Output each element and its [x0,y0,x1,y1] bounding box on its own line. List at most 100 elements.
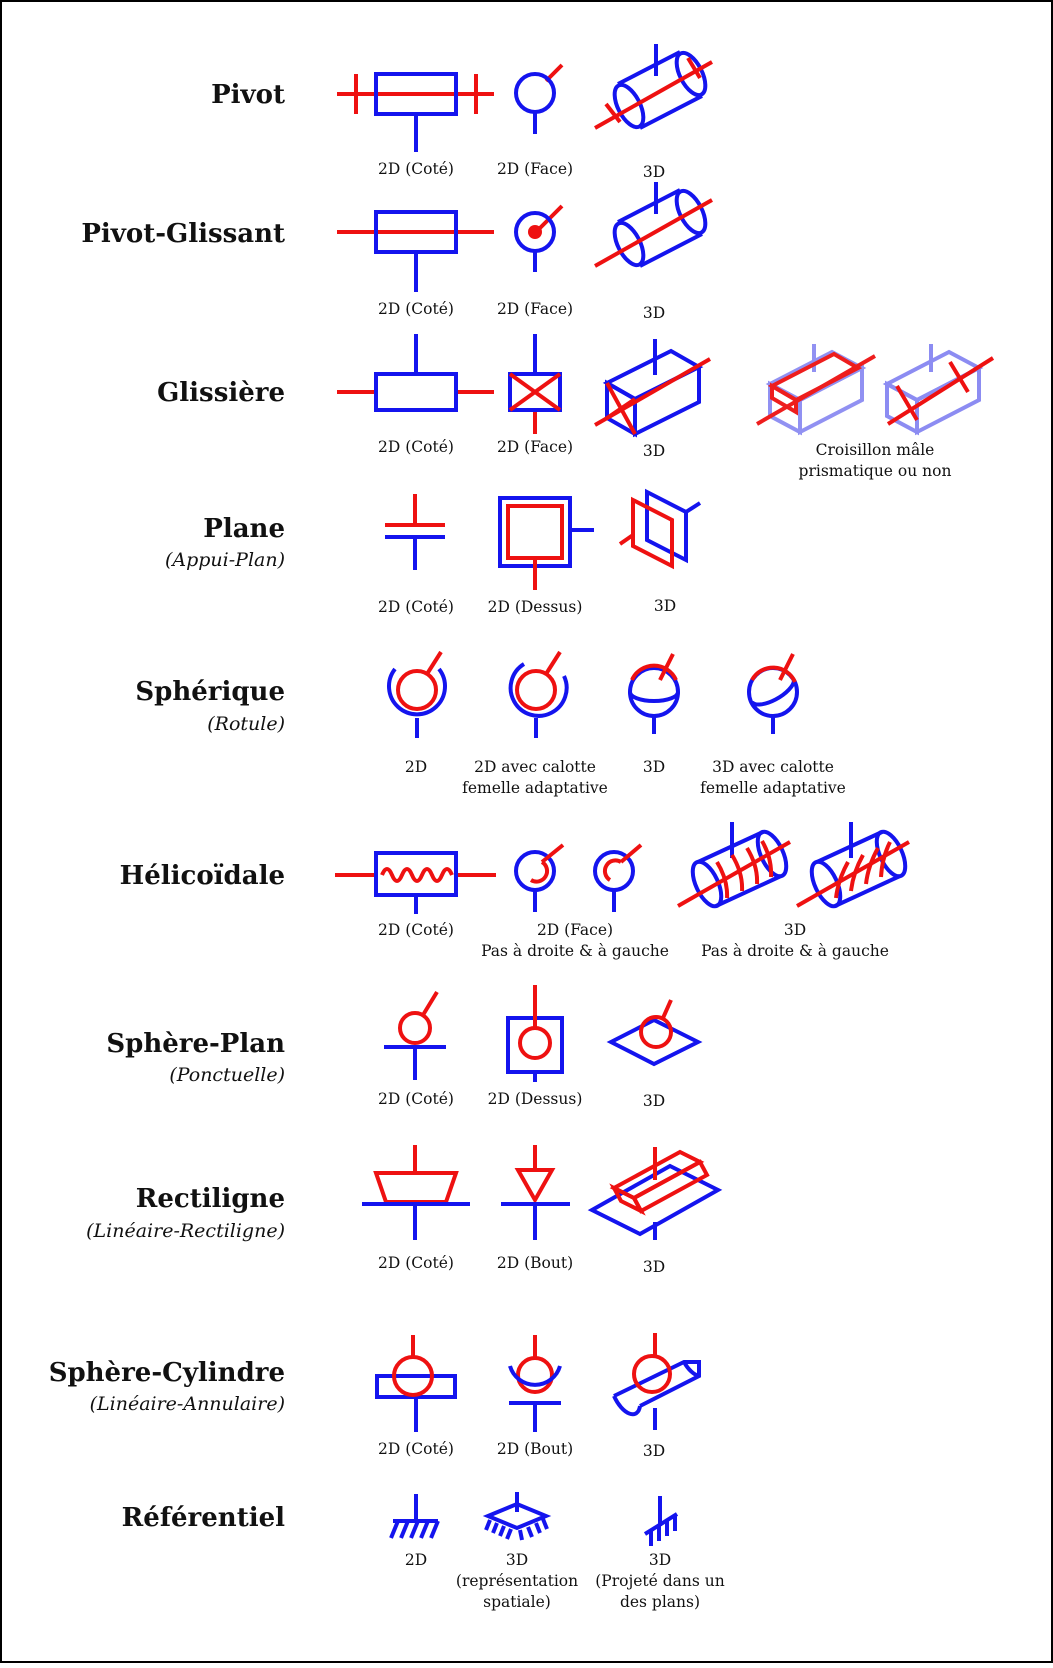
plane-side-icon [385,494,445,570]
croisillon-male-icon [756,344,876,436]
glissiere-face-icon [508,334,562,434]
row-title: Sphérique [135,677,285,707]
caption: prismatique ou non [799,462,952,480]
row-title: Sphère-Cylindre [49,1358,285,1388]
rectiligne-3d-icon [587,1147,723,1240]
caption: 2D (Bout) [497,1254,573,1272]
sphere-cylindre-3d-icon [612,1333,701,1430]
row-glissiere: Glissière [157,334,995,480]
pivot-glissant-side-icon [337,210,494,292]
caption: femelle adaptative [462,779,608,797]
caption: 3D [643,758,665,776]
sphere-plan-top-icon [506,985,564,1082]
caption: 2D [405,758,427,776]
caption: 2D (Coté) [378,160,454,178]
pivot-3d-icon [594,44,713,130]
glissiere-3d-icon [594,339,711,438]
row-title: Pivot-Glissant [81,219,285,249]
spherique-2d-icon [387,650,447,738]
row-plane: Plane (Appui-Plan) 2D (Coté) 2D (Dessus)… [165,488,702,616]
row-subtitle: (Appui-Plan) [165,549,285,571]
caption: 2D (Bout) [497,1440,573,1458]
caption: (Projeté dans un [595,1572,725,1590]
row-referentiel: Référentiel 2D 3D (représentation spatia… [122,1492,725,1611]
caption: 2D (Coté) [378,1440,454,1458]
caption: 2D (Coté) [378,921,454,939]
row-subtitle: (Linéaire-Annulaire) [90,1393,285,1415]
plane-3d-icon [618,488,702,570]
row-spherique: Sphérique (Rotule) 2D [135,650,846,797]
pivot-glissant-3d-icon [594,182,713,268]
caption: des plans) [620,1593,700,1611]
spherique-3d-icon [628,653,680,734]
helicoidale-side-icon [335,851,496,914]
caption: 3D avec calotte [712,758,834,776]
pivot-face-icon [514,63,564,134]
plane-top-icon [498,496,594,590]
caption: 3D [643,1442,665,1460]
caption: 2D (Dessus) [488,1090,583,1108]
sphere-plan-side-icon [384,990,446,1080]
caption: 3D [643,1258,665,1276]
pivot-glissant-face-icon [514,204,564,272]
caption: 2D (Dessus) [488,598,583,616]
helicoidale-3d-right-icon [677,822,791,909]
rectiligne-end-icon [501,1145,570,1240]
caption: 2D (Face) [497,160,573,178]
row-rectiligne: Rectiligne (Linéaire-Rectiligne) 2D (Cot… [86,1145,723,1276]
row-pivot: Pivot 2D (Coté) 2D (Face) 3D [211,44,713,181]
caption: 2D (Face) [497,438,573,456]
referentiel-3d-spatial-icon [482,1492,552,1541]
caption: 2D (Coté) [378,1090,454,1108]
croisillon-cross-icon [882,344,995,436]
helicoidale-face-right-icon [514,843,565,912]
caption: 3D [506,1551,528,1569]
caption: 3D [643,163,665,181]
row-pivot-glissant: Pivot-Glissant 2D (Coté) 2D (Face) 3D [81,182,713,322]
row-title: Pivot [211,80,285,110]
row-subtitle: (Linéaire-Rectiligne) [86,1220,285,1242]
caption: 2D [405,1551,427,1569]
row-title: Hélicoïdale [120,861,285,891]
sphere-cylindre-end-icon [508,1335,562,1432]
row-title: Référentiel [122,1503,285,1533]
row-title: Rectiligne [136,1184,285,1214]
pivot-side-icon [337,72,494,152]
caption: 3D [643,1092,665,1110]
caption: Croisillon mâle [816,441,935,459]
spherique-3d-calotte-icon [747,653,799,734]
referentiel-2d-icon [389,1494,440,1539]
caption: (représentation [456,1572,578,1590]
row-title: Glissière [157,378,285,408]
glissiere-side-icon [337,334,494,412]
caption: 2D (Coté) [378,598,454,616]
caption: 2D (Face) [537,921,613,939]
caption: femelle adaptative [700,779,846,797]
referentiel-3d-projected-icon [643,1496,679,1546]
caption: spatiale) [483,1593,551,1611]
caption: 2D (Coté) [378,300,454,318]
caption: 3D [654,597,676,615]
caption: 2D (Face) [497,300,573,318]
row-helicoidale: Hélicoïdale [120,822,910,960]
spherique-2d-calotte-icon [508,650,569,738]
caption: 3D [643,442,665,460]
sphere-cylindre-side-icon [375,1335,457,1432]
rectiligne-side-icon [362,1145,470,1240]
caption: 3D [784,921,806,939]
caption: Pas à droite & à gauche [481,942,669,960]
caption: 2D (Coté) [378,1254,454,1272]
row-title: Sphère-Plan [106,1029,285,1059]
row-sphere-cylindre: Sphère-Cylindre (Linéaire-Annulaire) 2D … [49,1333,701,1460]
helicoidale-face-left-icon [593,843,643,912]
row-subtitle: (Rotule) [207,713,285,735]
caption: Pas à droite & à gauche [701,942,889,960]
caption: 2D (Coté) [378,438,454,456]
caption: 3D [643,304,665,322]
caption: 3D [649,1551,671,1569]
caption: 2D avec calotte [474,758,596,776]
row-subtitle: (Ponctuelle) [169,1064,285,1086]
row-sphere-plan: Sphère-Plan (Ponctuelle) 2D (Coté) 2D (D… [106,985,703,1110]
